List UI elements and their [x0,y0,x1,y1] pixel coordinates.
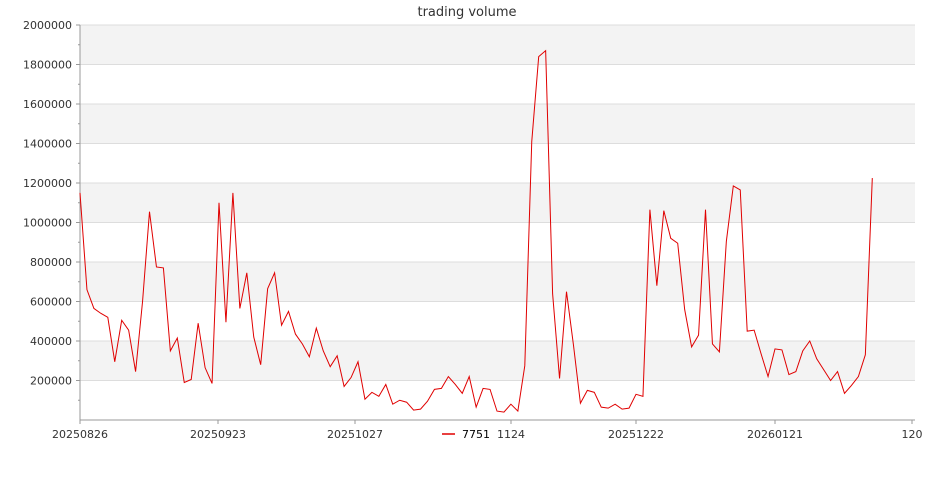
x-tick-label: 20250826 [52,428,108,441]
y-tick-label: 1600000 [23,98,72,111]
plot-bands [80,25,915,381]
y-tick-label: 200000 [30,375,72,388]
band [80,104,915,144]
chart-title: trading volume [417,5,516,20]
x-tick-label: 120 [902,428,923,441]
y-tick-label: 400000 [30,335,72,348]
band [80,262,915,302]
legend-background [482,426,542,442]
x-tick-label: 20251027 [327,428,383,441]
x-tick-label: 20251222 [608,428,664,441]
y-tick-label: 1800000 [23,59,72,72]
y-tick-label: 1400000 [23,138,72,151]
band [80,341,915,381]
y-tick-label: 1200000 [23,177,72,190]
band [80,25,915,65]
x-tick-label-overlay: 1124 [497,428,525,441]
y-tick-label: 1000000 [23,217,72,230]
band [80,183,915,223]
legend: 7751 1124 [442,426,542,442]
y-tick-label: 800000 [30,256,72,269]
y-axis-ticks: 200000 400000 600000 800000 1000000 1200000 14… [23,19,80,401]
grid-lines [80,24,915,381]
series-line-7751 [79,49,873,413]
legend-label: 7751 [462,428,490,441]
y-tick-label: 600000 [30,296,72,309]
series-group [79,49,873,413]
x-tick-label: 20260121 [747,428,803,441]
x-tick-label: 20250923 [190,428,246,441]
y-tick-label: 2000000 [23,19,72,32]
